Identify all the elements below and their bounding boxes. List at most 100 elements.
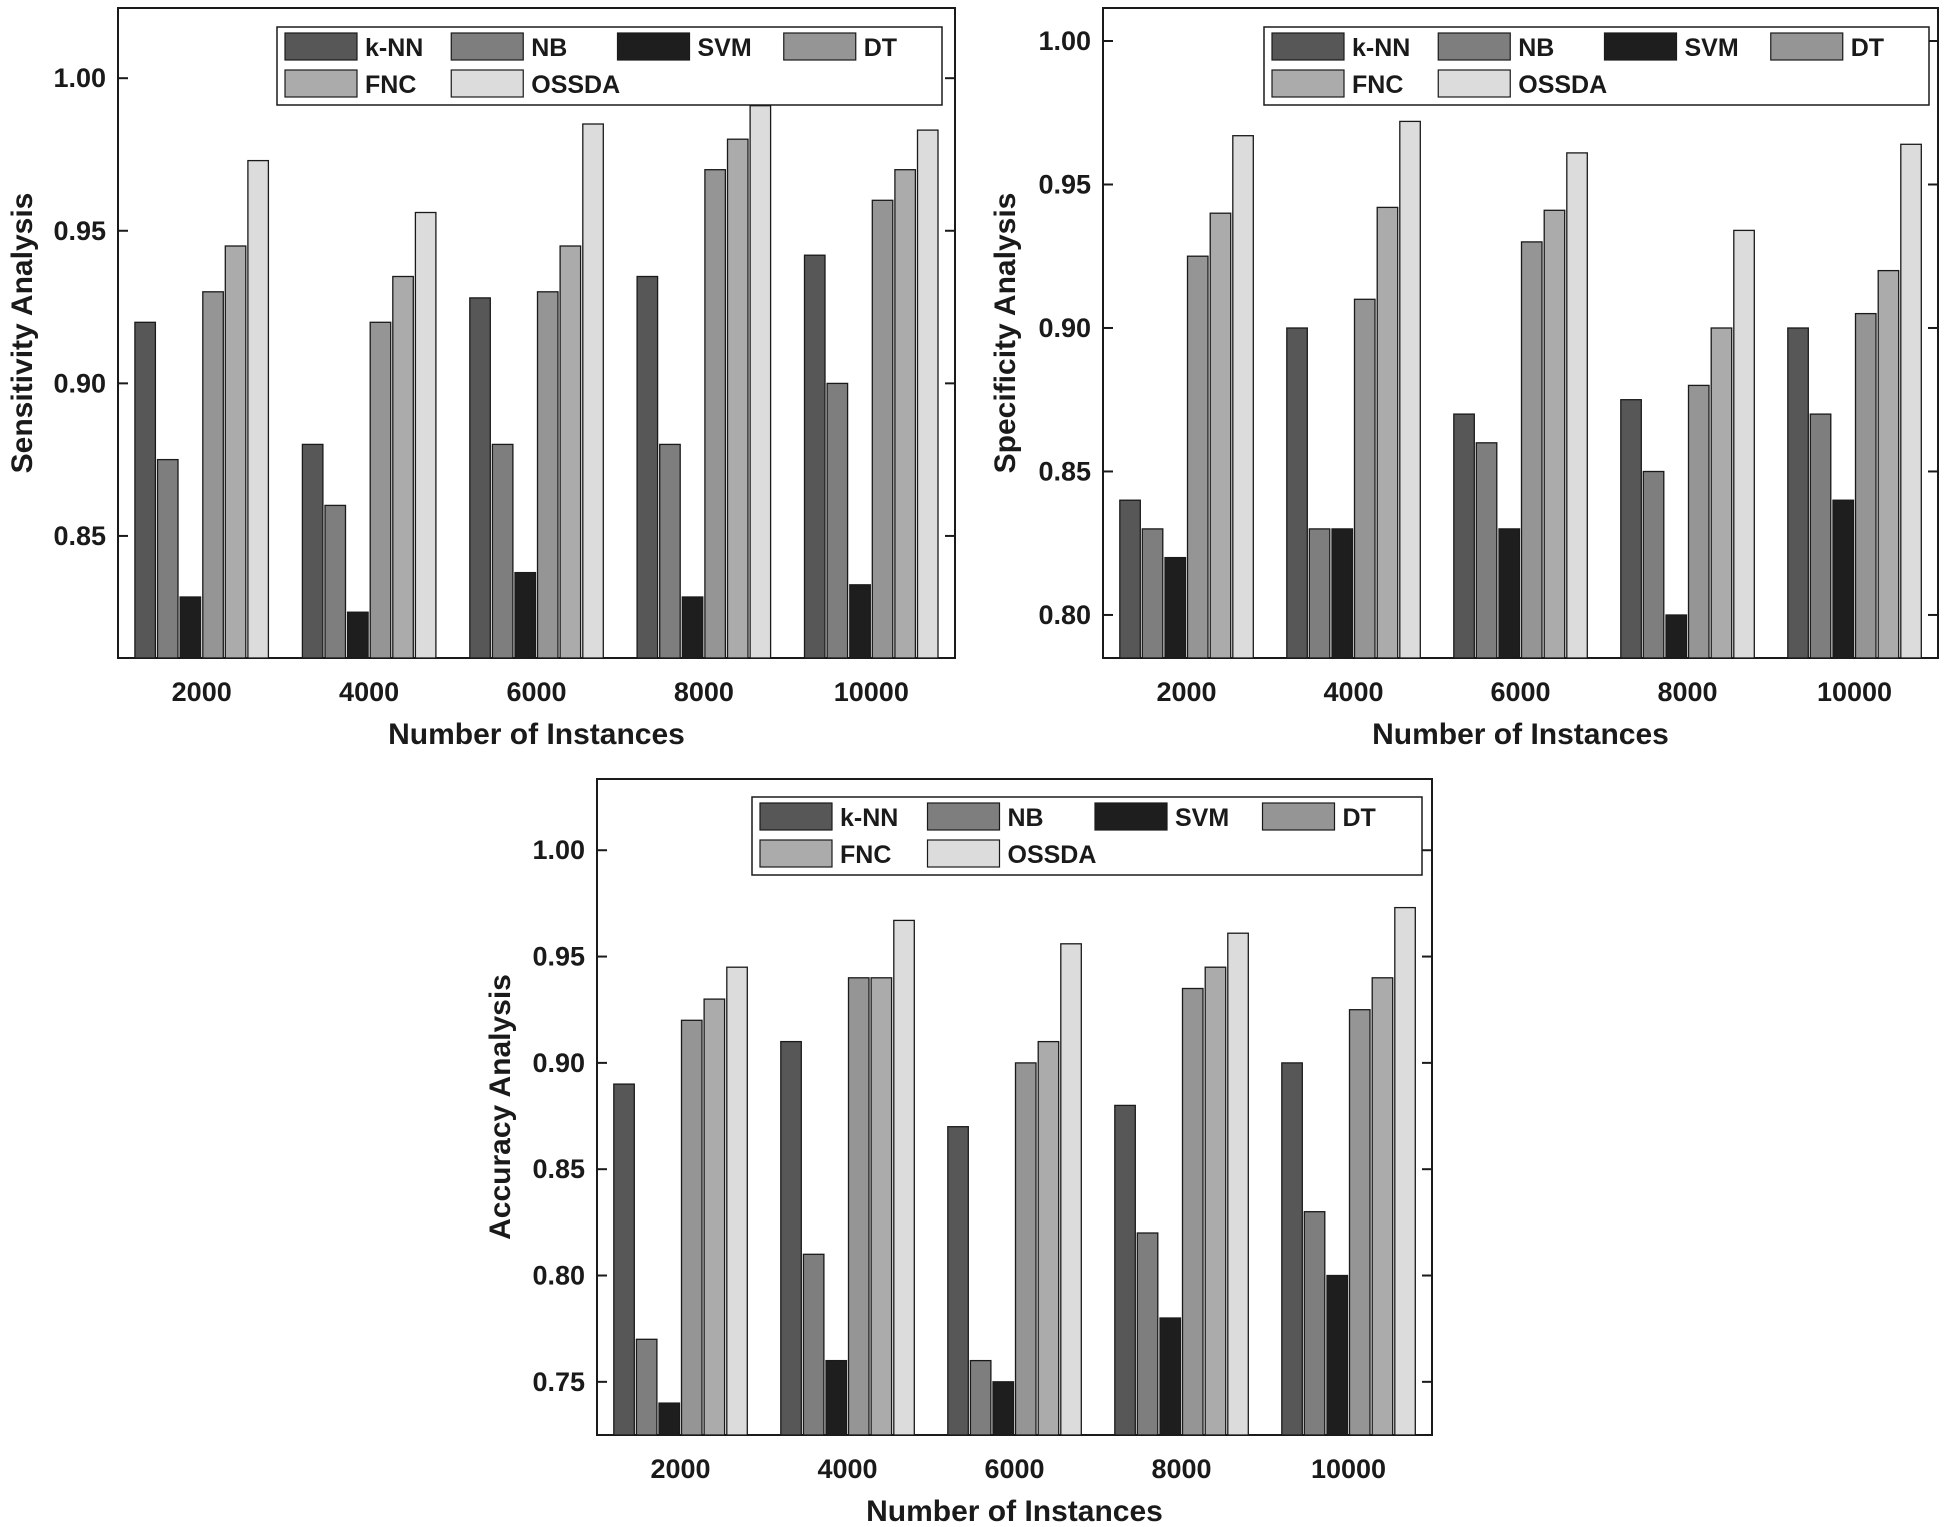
- y-tick-label: 0.95: [53, 216, 106, 246]
- bar-nb-4000: [802, 1253, 825, 1436]
- bar-ossda-4000: [893, 919, 915, 1436]
- bar-dt-2000: [680, 1019, 703, 1436]
- bar-nb-6000: [1475, 442, 1498, 659]
- bar-fnc-6000: [1037, 1040, 1060, 1436]
- legend-swatch-nb: [450, 32, 524, 61]
- legend: k-NN NB SVM DT FNC OSSDA: [276, 26, 943, 106]
- bar-dt-10000: [1348, 1009, 1371, 1436]
- legend-label-nb: NB: [1008, 804, 1044, 832]
- bar-svm-8000: [1665, 614, 1688, 659]
- y-tick-label: 0.95: [1038, 169, 1091, 199]
- bar-nb-2000: [635, 1338, 658, 1436]
- legend-label-nb: NB: [1518, 34, 1554, 62]
- bar-svm-8000: [681, 596, 704, 659]
- bar-ossda-6000: [1060, 943, 1082, 1436]
- legend-label-fnc: FNC: [1352, 71, 1403, 99]
- bar-fnc-2000: [224, 245, 247, 659]
- bar-nb-2000: [1141, 528, 1164, 659]
- legend-label-dt: DT: [864, 34, 897, 62]
- legend-swatch-dt: [783, 32, 857, 61]
- y-tick-label: 0.95: [532, 942, 585, 972]
- bar-nb-10000: [826, 382, 849, 659]
- x-tick-label-8000: 8000: [1151, 1454, 1211, 1484]
- bar-dt-6000: [1520, 241, 1543, 659]
- bar-k-nn-4000: [301, 443, 324, 659]
- y-tick-label: 1.00: [532, 835, 585, 865]
- x-tick-label-8000: 8000: [674, 677, 734, 707]
- bar-svm-4000: [1331, 528, 1354, 659]
- legend-label-svm: SVM: [1175, 804, 1229, 832]
- y-tick-label: 0.90: [53, 368, 106, 398]
- legend-swatch-k-nn: [284, 32, 358, 61]
- legend-label-k-nn: k-NN: [365, 34, 423, 62]
- bar-dt-2000: [1186, 255, 1209, 659]
- x-tick-label-6000: 6000: [1490, 677, 1550, 707]
- bar-k-nn-8000: [1620, 399, 1642, 659]
- legend-label-svm: SVM: [1685, 34, 1739, 62]
- bar-dt-4000: [369, 321, 392, 659]
- bar-ossda-10000: [916, 129, 939, 659]
- bar-svm-10000: [1326, 1274, 1349, 1436]
- legend-label-dt: DT: [1851, 34, 1884, 62]
- legend-label-fnc: FNC: [365, 71, 416, 99]
- bar-ossda-2000: [1232, 135, 1254, 659]
- bar-fnc-8000: [726, 138, 749, 659]
- bar-svm-2000: [1164, 556, 1187, 659]
- bar-nb-8000: [1136, 1232, 1159, 1436]
- x-axis-title: Number of Instances: [1372, 718, 1669, 751]
- y-tick-label: 0.85: [532, 1154, 585, 1184]
- bar-ossda-2000: [726, 966, 748, 1436]
- bar-svm-6000: [992, 1381, 1015, 1436]
- y-tick-label: 0.85: [1038, 456, 1091, 486]
- legend-swatch-ossda: [450, 69, 524, 98]
- x-tick-label-6000: 6000: [506, 677, 566, 707]
- bar-fnc-4000: [870, 977, 893, 1436]
- bar-nb-10000: [1303, 1211, 1326, 1436]
- bar-svm-8000: [1159, 1317, 1182, 1436]
- legend-swatch-fnc: [284, 69, 358, 98]
- legend-label-ossda: OSSDA: [531, 71, 620, 99]
- bar-ossda-4000: [1399, 120, 1421, 659]
- y-axis-title: Specificity Analysis: [989, 193, 1022, 474]
- bar-k-nn-10000: [803, 254, 826, 659]
- legend-swatch-k-nn: [759, 802, 833, 831]
- legend-swatch-svm: [1094, 802, 1168, 831]
- y-tick-label: 0.75: [532, 1367, 585, 1397]
- bar-k-nn-6000: [1453, 413, 1475, 659]
- bar-ossda-4000: [414, 211, 437, 659]
- bar-dt-10000: [871, 199, 894, 659]
- bar-fnc-2000: [1209, 212, 1232, 659]
- bar-fnc-8000: [1204, 966, 1227, 1436]
- bar-dt-4000: [847, 977, 870, 1436]
- x-tick-label-6000: 6000: [984, 1454, 1044, 1484]
- bar-nb-2000: [156, 458, 179, 659]
- legend-label-nb: NB: [531, 34, 567, 62]
- chart-3: 2000 4000 6000 8000 10000 0.75 0.80 0.85 0.90 0.9…: [484, 778, 1433, 1527]
- bar-ossda-6000: [582, 123, 604, 659]
- bar-k-nn-4000: [1286, 327, 1308, 659]
- x-tick-label-8000: 8000: [1657, 677, 1717, 707]
- chart-1: 2000 4000 6000 8000 10000 0.85 0.90 0.95 1.00 Num…: [6, 7, 956, 751]
- x-tick-label-4000: 4000: [339, 677, 399, 707]
- bar-fnc-8000: [1710, 327, 1733, 659]
- bar-nb-8000: [659, 443, 681, 659]
- bar-fnc-4000: [392, 275, 414, 659]
- legend-swatch-ossda: [926, 839, 1001, 868]
- bar-ossda-8000: [749, 105, 772, 659]
- bar-nb-4000: [324, 504, 347, 659]
- bar-fnc-6000: [559, 245, 582, 659]
- x-tick-label-2000: 2000: [172, 677, 232, 707]
- bar-svm-2000: [179, 596, 202, 659]
- y-tick-label: 0.80: [1038, 600, 1091, 630]
- bar-svm-2000: [658, 1402, 681, 1436]
- bar-k-nn-10000: [1787, 327, 1809, 659]
- legend-label-dt: DT: [1343, 804, 1376, 832]
- legend-label-fnc: FNC: [840, 841, 891, 869]
- bar-k-nn-10000: [1281, 1062, 1303, 1436]
- legend-swatch-nb: [1437, 32, 1511, 61]
- y-tick-label: 1.00: [53, 63, 106, 93]
- legend-swatch-dt: [1770, 32, 1844, 61]
- legend: k-NN NB SVM DT FNC OSSDA: [751, 796, 1423, 876]
- bar-ossda-6000: [1566, 152, 1588, 659]
